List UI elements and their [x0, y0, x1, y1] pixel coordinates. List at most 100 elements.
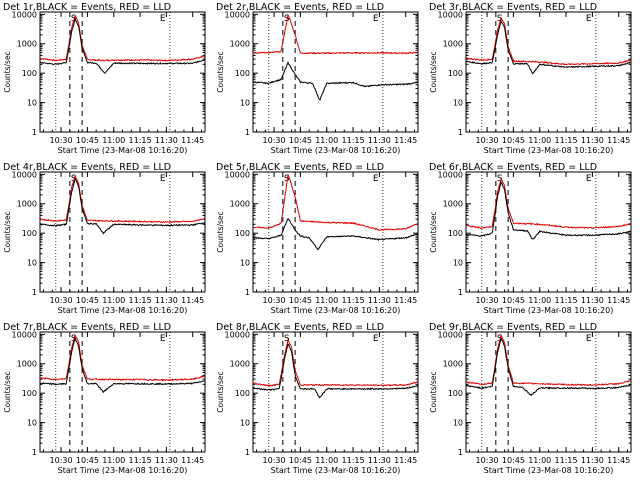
x-tick-label: 11:15	[342, 456, 365, 465]
events-series-line	[465, 336, 631, 397]
lld-series-line	[40, 15, 206, 62]
x-tick-label: 10:45	[289, 136, 312, 145]
events-series-line	[252, 218, 418, 251]
y-tick-label: 10000	[438, 10, 463, 19]
y-tick-label: 10	[27, 259, 37, 268]
x-tick-label: 11:30	[368, 456, 391, 465]
y-tick-label: 100	[22, 69, 37, 78]
y-tick-label: 1000	[17, 360, 37, 369]
start-marker-label: S	[284, 334, 290, 344]
panel-title: Det 2r,BLACK = Events, RED = LLD	[216, 2, 384, 13]
y-tick-label: 1000	[230, 40, 250, 49]
x-axis-label: Start Time (23-Mar-08 10:16:20)	[271, 466, 401, 475]
y-tick-label: 100	[448, 229, 463, 238]
x-tick-label: 10:45	[76, 296, 99, 305]
lld-series-line	[465, 178, 631, 230]
panel-title: Det 9r,BLACK = Events, RED = LLD	[429, 322, 597, 333]
panel-title: Det 4r,BLACK = Events, RED = LLD	[3, 162, 171, 173]
lld-series-line	[39, 174, 206, 224]
y-tick-label: 100	[22, 389, 37, 398]
y-tick-label: 10	[240, 419, 250, 428]
end-marker-label: E	[160, 14, 166, 24]
x-tick-label: 10:30	[476, 456, 499, 465]
y-tick-label: 10	[453, 99, 463, 108]
y-tick-label: 1	[245, 128, 250, 137]
x-tick-label: 11:00	[315, 296, 338, 305]
y-tick-label: 100	[235, 229, 250, 238]
y-tick-label: 10	[240, 99, 250, 108]
x-tick-label: 10:45	[76, 456, 99, 465]
x-tick-label: 11:00	[315, 456, 338, 465]
start-marker-label: S	[497, 14, 503, 24]
y-tick-label: 100	[448, 69, 463, 78]
events-series-line	[39, 336, 205, 394]
lld-series-line	[39, 334, 205, 382]
x-tick-label: 10:45	[289, 456, 312, 465]
x-tick-label: 10:30	[476, 136, 499, 145]
y-tick-label: 1000	[230, 360, 250, 369]
x-tick-label: 11:00	[102, 456, 125, 465]
y-tick-label: 1000	[17, 40, 37, 49]
x-tick-label: 11:45	[181, 296, 204, 305]
x-tick-label: 10:30	[476, 296, 499, 305]
x-tick-label: 11:45	[607, 456, 630, 465]
x-tick-label: 11:00	[102, 136, 125, 145]
x-axis-label: Start Time (23-Mar-08 10:16:20)	[484, 466, 614, 475]
x-tick-label: 11:00	[315, 136, 338, 145]
detector-panel-6: Det 6r,BLACK = Events, RED = LLD 1 10 100 10…	[429, 162, 632, 315]
lld-series-line	[465, 333, 631, 387]
y-tick-label: 1	[245, 288, 250, 297]
x-tick-label: 11:15	[129, 136, 152, 145]
y-tick-label: 10	[240, 259, 250, 268]
start-marker-label: S	[497, 174, 503, 184]
x-tick-label: 11:45	[181, 456, 204, 465]
y-axis-label: Counts/sec	[429, 371, 438, 412]
y-axis-label: Counts/sec	[429, 51, 438, 92]
x-tick-label: 11:30	[155, 136, 178, 145]
panel-title: Det 7r,BLACK = Events, RED = LLD	[3, 322, 171, 333]
end-marker-label: E	[586, 14, 592, 24]
y-tick-label: 1	[32, 128, 37, 137]
y-axis-label: Counts/sec	[3, 371, 12, 412]
y-tick-label: 10000	[225, 330, 250, 339]
x-tick-label: 11:30	[155, 456, 178, 465]
panel-title: Det 5r,BLACK = Events, RED = LLD	[216, 162, 384, 173]
x-tick-label: 11:45	[394, 296, 417, 305]
y-tick-label: 100	[22, 229, 37, 238]
y-axis-label: Counts/sec	[429, 211, 438, 252]
start-marker-label: S	[284, 174, 290, 184]
lld-series-line	[465, 16, 631, 66]
x-tick-label: 11:15	[342, 296, 365, 305]
y-axis-label: Counts/sec	[3, 211, 12, 252]
panel-title: Det 8r,BLACK = Events, RED = LLD	[216, 322, 384, 333]
plot-frame	[39, 331, 206, 453]
lld-series-line	[252, 338, 418, 387]
plot-frame	[252, 11, 419, 133]
end-marker-label: E	[373, 174, 379, 184]
x-axis-label: Start Time (23-Mar-08 10:16:20)	[271, 306, 401, 315]
x-axis-label: Start Time (23-Mar-08 10:16:20)	[58, 306, 188, 315]
y-tick-label: 1000	[230, 200, 250, 209]
y-tick-label: 1	[245, 448, 250, 457]
y-tick-label: 1000	[443, 360, 463, 369]
y-tick-label: 1	[458, 128, 463, 137]
x-tick-label: 10:45	[502, 456, 525, 465]
x-tick-label: 10:45	[502, 136, 525, 145]
y-tick-label: 10000	[12, 330, 37, 339]
y-tick-label: 10000	[438, 330, 463, 339]
events-series-line	[39, 177, 206, 235]
y-tick-label: 10000	[225, 170, 250, 179]
x-tick-label: 11:30	[368, 296, 391, 305]
x-tick-label: 11:15	[555, 456, 578, 465]
panel-title: Det 3r,BLACK = Events, RED = LLD	[429, 2, 597, 13]
y-tick-label: 100	[448, 389, 463, 398]
x-axis-label: Start Time (23-Mar-08 10:16:20)	[58, 466, 188, 475]
plot-frame	[465, 331, 632, 453]
x-tick-label: 11:30	[581, 136, 604, 145]
events-series-line	[39, 17, 205, 74]
y-tick-label: 10	[453, 259, 463, 268]
detector-panel-7: Det 7r,BLACK = Events, RED = LLD 1 10 100 10…	[3, 322, 206, 475]
x-tick-label: 11:30	[581, 296, 604, 305]
x-tick-label: 11:15	[555, 296, 578, 305]
end-marker-label: E	[160, 174, 166, 184]
